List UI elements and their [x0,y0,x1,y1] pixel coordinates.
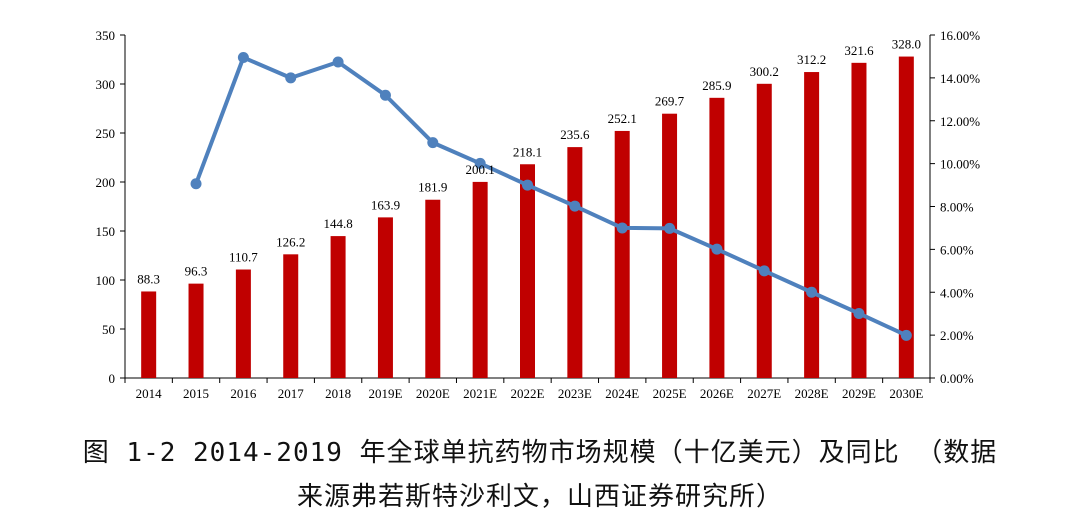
x-tick-label: 2016 [230,386,257,401]
growth-point [474,157,486,169]
x-tick-label: 2028E [795,386,829,401]
right-y-tick-label: 8.00% [940,200,974,215]
growth-point [616,222,628,234]
growth-point [711,243,723,255]
growth-point [237,52,249,64]
bar [377,217,393,378]
growth-point [522,179,533,191]
right-y-tick-label: 2.00% [940,328,974,343]
growth-point [190,178,202,190]
growth-line [194,55,908,338]
growth-point [427,137,439,149]
x-tick-label: 2017 [278,386,305,401]
x-tick-label: 2014 [136,386,163,401]
right-y-tick-label: 6.00% [940,242,974,257]
right-y-tick-label: 12.00% [940,114,980,129]
bar [614,130,630,378]
x-tick-label: 2030E [889,386,923,401]
bar-data-label: 218.1 [513,144,542,159]
growth-point [900,329,912,341]
left-y-tick-label: 150 [96,224,116,239]
bar [330,236,346,378]
bar-data-label: 321.6 [844,43,874,58]
bar-data-label: 144.8 [323,216,352,231]
x-tick-label: 2025E [653,386,687,401]
bar [520,164,535,378]
x-tick-label: 2024E [605,386,639,401]
right-y-tick-label: 0.00% [940,371,974,386]
bar-data-label: 269.7 [655,94,685,109]
bar [283,254,299,378]
growth-point [853,307,865,319]
right-y-tick-label: 4.00% [940,285,974,300]
bar-data-label: 126.2 [276,234,305,249]
x-tick-label: 2023E [558,386,592,401]
figure-caption-line-1: 图 1-2 2014-2019 年全球单抗药物市场规模（十亿美元）及同比 （数据 [82,438,998,468]
bar [567,147,583,378]
bar [141,291,157,378]
x-tick-label: 2018 [325,386,351,401]
chart: 0 50 100 150 200 250 300 350 0.00% 2.00% 4.00% 6.00… [96,28,981,401]
bar [235,269,251,378]
figure-caption-line-2: 来源弗若斯特沙利文，山西证券研究所） [296,482,783,512]
x-tick-label: 2021E [463,386,497,401]
bar [425,199,441,378]
bar-data-label: 312.2 [797,52,826,67]
growth-point [806,286,818,298]
bar [851,62,867,378]
bar [756,83,772,378]
bar-data-label: 235.6 [560,127,590,142]
x-tick-label: 2020E [416,386,450,401]
right-y-tick-label: 10.00% [940,157,980,172]
growth-point [758,265,770,277]
growth-point [569,200,581,212]
bar-data-label: 300.2 [750,64,779,79]
growth-point [332,56,344,68]
left-y-tick-label: 50 [102,322,115,337]
bar [709,97,725,379]
bar-data-label: 200.1 [466,162,495,177]
left-y-tick-label: 300 [96,77,116,92]
bar-data-label: 163.9 [371,197,400,212]
bar-data-label: 252.1 [608,111,637,126]
x-tick-label: 2026E [700,386,734,401]
left-y-tick-label: 350 [96,28,116,43]
bar-data-label: 328.0 [892,37,921,52]
growth-point [379,89,391,101]
growth-point [285,72,297,84]
right-y-tick-label: 16.00% [940,28,980,43]
left-y-tick-label: 250 [96,126,116,141]
x-tick-label: 2019E [368,386,402,401]
x-tick-label: 2029E [842,386,876,401]
bar-data-label: 110.7 [229,250,258,265]
growth-point [664,222,676,234]
bar-data-label: 181.9 [418,180,447,195]
x-tick-label: 2027E [747,386,781,401]
bar-data-label: 285.9 [702,78,731,93]
left-y-tick-label: 100 [96,273,116,288]
x-tick-label: 2015 [183,386,209,401]
right-y-tick-label: 14.00% [940,71,980,86]
x-tick-label: 2022E [511,386,545,401]
left-y-tick-label: 0 [109,371,116,386]
bar [472,181,488,378]
bar-data-label: 96.3 [185,264,208,279]
bar [898,56,914,379]
left-y-tick-label: 200 [96,175,116,190]
bar [188,283,204,378]
bar [804,72,820,378]
bar-data-label: 88.3 [137,271,160,286]
bar [662,113,678,378]
